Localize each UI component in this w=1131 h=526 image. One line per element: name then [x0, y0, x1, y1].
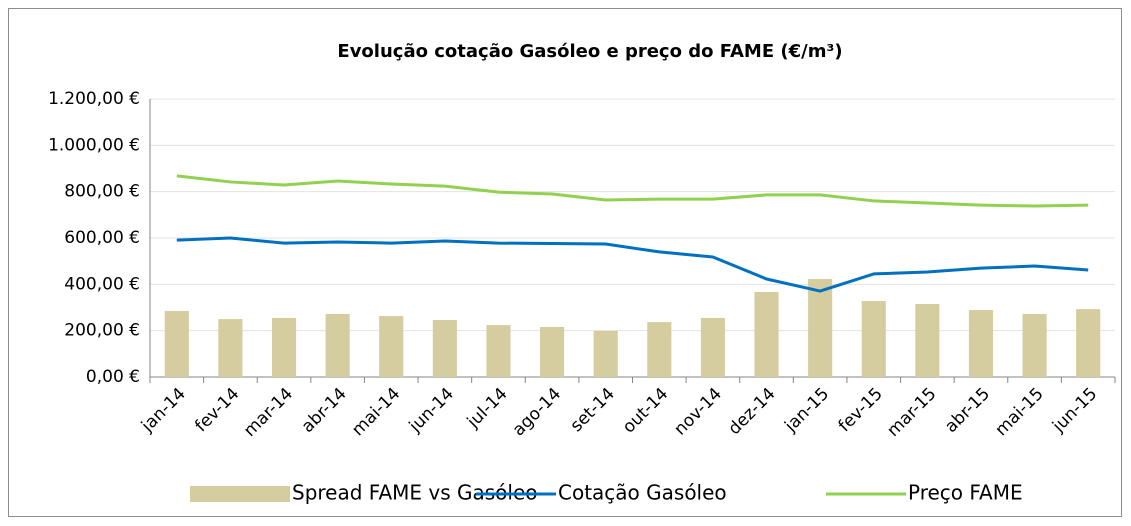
bar: [540, 326, 565, 377]
y-tick-label: 1.200,00 €: [48, 89, 140, 109]
legend-swatch: [190, 486, 290, 502]
bar: [808, 279, 833, 377]
bar: [432, 320, 457, 377]
bar: [1022, 313, 1047, 377]
legend-label: Preço FAME: [908, 481, 1023, 505]
line: [176, 236, 1089, 293]
bar: [379, 316, 404, 377]
bar: [218, 319, 243, 377]
legend-label: Cotação Gasóleo: [558, 481, 727, 505]
y-tick-label: 1.000,00 €: [48, 135, 140, 155]
bar: [968, 310, 994, 377]
bar: [915, 304, 940, 377]
bar: [1076, 309, 1101, 377]
bar: [647, 322, 672, 377]
y-tick-label: 400,00 €: [64, 274, 140, 294]
bar: [325, 313, 350, 377]
chart-frame: [8, 8, 1122, 517]
bar: [271, 317, 297, 377]
bar: [593, 330, 618, 377]
bar: [164, 310, 189, 377]
bar: [700, 317, 725, 377]
y-tick-label: 200,00 €: [64, 321, 140, 341]
y-tick-label: 600,00 €: [64, 228, 140, 248]
bar: [486, 325, 511, 377]
chart-title: Evolução cotação Gasóleo e preço do FAME…: [337, 41, 842, 62]
line: [176, 174, 1089, 208]
grid: [150, 98, 1115, 332]
y-tick-label: 0,00 €: [86, 367, 140, 387]
bar: [861, 301, 886, 377]
bar: [754, 291, 779, 377]
y-tick-label: 800,00 €: [64, 182, 140, 202]
